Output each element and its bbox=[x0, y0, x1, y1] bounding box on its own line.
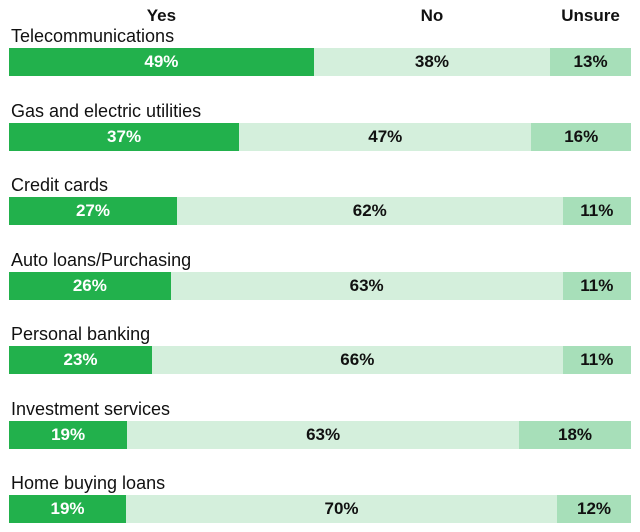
data-label: 11% bbox=[580, 201, 614, 220]
bar-segment-unsure: 18% bbox=[519, 420, 631, 449]
data-label: 70% bbox=[324, 499, 359, 518]
chart-row: Telecommunications 49% 38% 13% bbox=[9, 24, 631, 82]
chart-row: Gas and electric utilities 37% 47% 16% bbox=[9, 99, 631, 157]
bar-segment-unsure: 11% bbox=[562, 346, 631, 374]
category-label: Telecommunications bbox=[11, 26, 175, 46]
bar-segment-yes: 19% bbox=[9, 495, 126, 523]
bar-segment-yes: 19% bbox=[9, 420, 128, 449]
bar-segment-unsure: 12% bbox=[557, 495, 631, 523]
chart-legend: Yes No Unsure bbox=[0, 0, 640, 30]
chart-row: Investment services 19% 63% 18% bbox=[9, 397, 631, 455]
data-label: 47% bbox=[368, 126, 403, 146]
stacked-bar: 37% 47% 16% bbox=[9, 122, 631, 151]
bar-segment-yes: 37% bbox=[9, 122, 240, 151]
legend-label-unsure: Unsure bbox=[561, 6, 620, 25]
bar-segment-no: 38% bbox=[313, 48, 551, 76]
bar-segment-unsure: 11% bbox=[562, 197, 631, 225]
data-label: 49% bbox=[144, 52, 179, 71]
stacked-bar: 27% 62% 11% bbox=[9, 197, 631, 225]
chart-row: Home buying loans 19% 70% 12% bbox=[9, 471, 631, 529]
stacked-bar: 49% 38% 13% bbox=[9, 48, 631, 76]
data-label: 23% bbox=[63, 350, 98, 369]
legend-label-no: No bbox=[420, 6, 444, 25]
bar-segment-yes: 23% bbox=[9, 346, 153, 374]
bar-segment-no: 66% bbox=[152, 346, 563, 374]
bar-segment-unsure: 11% bbox=[562, 271, 631, 300]
category-label: Credit cards bbox=[11, 175, 109, 195]
data-label: 63% bbox=[306, 424, 341, 444]
data-label: 13% bbox=[573, 52, 608, 71]
data-label: 19% bbox=[50, 499, 85, 518]
bar-segment-unsure: 16% bbox=[531, 122, 631, 151]
bar-segment-yes: 26% bbox=[9, 271, 171, 300]
data-label: 18% bbox=[557, 424, 593, 444]
data-label: 66% bbox=[340, 350, 375, 369]
data-label: 63% bbox=[349, 275, 384, 295]
stacked-bar: 26% 63% 11% bbox=[9, 271, 631, 300]
bar-segment-yes: 27% bbox=[9, 197, 177, 225]
category-label: Gas and electric utilities bbox=[11, 100, 202, 121]
legend-label-yes: Yes bbox=[146, 6, 177, 25]
stacked-bar: 19% 63% 18% bbox=[9, 420, 631, 449]
category-label: Investment services bbox=[11, 398, 171, 419]
stacked-bar: 23% 66% 11% bbox=[9, 346, 631, 374]
bar-segment-no: 63% bbox=[170, 271, 563, 300]
data-label: 11% bbox=[580, 350, 614, 369]
data-label: 12% bbox=[577, 499, 612, 518]
data-label: 26% bbox=[72, 275, 107, 295]
bar-segment-yes: 49% bbox=[9, 48, 314, 76]
category-label: Personal banking bbox=[11, 324, 151, 344]
bar-segment-unsure: 13% bbox=[550, 48, 631, 76]
data-label: 19% bbox=[51, 424, 86, 444]
bar-segment-no: 62% bbox=[176, 197, 563, 225]
data-label: 27% bbox=[75, 201, 110, 220]
category-label: Auto loans/Purchasing bbox=[11, 249, 192, 270]
stacked-bar: 19% 70% 12% bbox=[9, 495, 631, 523]
chart-row: Auto loans/Purchasing 26% 63% 11% bbox=[9, 248, 631, 306]
data-label: 11% bbox=[580, 275, 614, 295]
data-label: 37% bbox=[107, 126, 142, 146]
data-label: 62% bbox=[352, 201, 387, 220]
bar-segment-no: 70% bbox=[126, 495, 558, 523]
bar-segment-no: 47% bbox=[239, 122, 532, 151]
bar-segment-no: 63% bbox=[127, 420, 520, 449]
data-label: 38% bbox=[414, 52, 449, 71]
data-label: 16% bbox=[564, 126, 599, 146]
category-label: Home buying loans bbox=[11, 473, 166, 493]
chart-row: Personal banking 23% 66% 11% bbox=[9, 322, 631, 380]
chart-row: Credit cards 27% 62% 11% bbox=[9, 173, 631, 231]
